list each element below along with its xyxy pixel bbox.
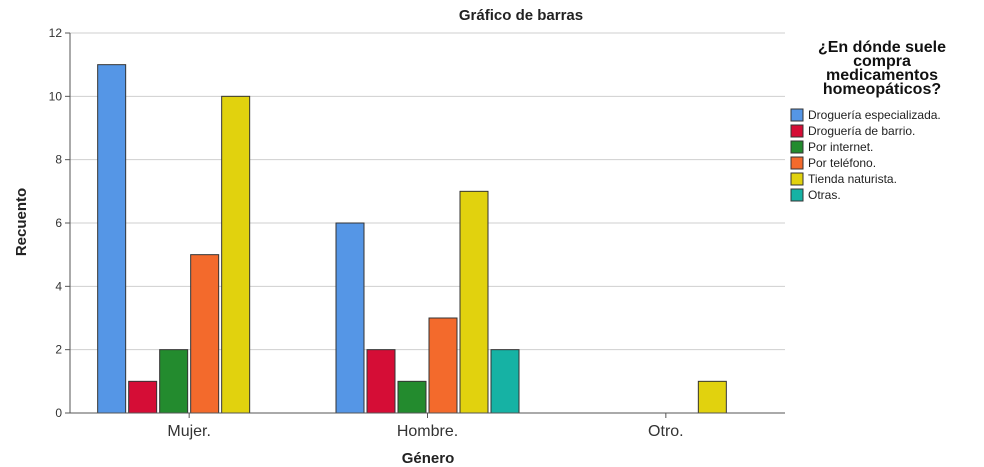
legend-label: Por teléfono. — [808, 156, 876, 170]
x-tick-label: Mujer. — [167, 423, 211, 440]
legend-swatch — [790, 140, 804, 154]
legend-label: Otras. — [808, 188, 841, 202]
legend-title-line: ¿En dónde suele — [818, 39, 946, 56]
x-tick-label: Hombre. — [397, 423, 458, 440]
bar-0-3 — [190, 254, 220, 414]
y-tick-label: 4 — [55, 279, 62, 293]
legend-title-line: medicamentos — [826, 67, 938, 84]
x-tick-label: Otro. — [648, 423, 684, 440]
legend-swatch — [790, 172, 804, 186]
y-tick-label: 0 — [55, 406, 62, 420]
legend-swatch — [790, 188, 804, 202]
legend-swatch — [790, 124, 804, 138]
y-tick-label: 6 — [55, 216, 62, 230]
x-axis-label: Género — [402, 450, 455, 467]
bar-0-4 — [221, 95, 251, 414]
bar-1-2 — [397, 380, 427, 414]
bar-0-1 — [128, 380, 158, 414]
bars-layer — [97, 64, 727, 414]
legend-swatch — [790, 108, 804, 122]
bar-0-0 — [97, 64, 127, 414]
legend-label: Droguería especializada. — [808, 108, 941, 122]
chart-title: Gráfico de barras — [459, 7, 583, 24]
bar-1-5 — [490, 349, 520, 414]
legend-title-line: homeopáticos? — [823, 81, 941, 98]
legend-label: Por internet. — [808, 140, 873, 154]
bar-1-4 — [459, 190, 489, 414]
bar-2-4 — [697, 380, 727, 414]
y-tick-label: 2 — [55, 343, 62, 357]
y-tick-label: 10 — [49, 89, 63, 103]
legend-label: Droguería de barrio. — [808, 124, 915, 138]
legend: ¿En dónde suelecompramedicamentoshomeopá… — [790, 39, 946, 202]
y-tick-label: 8 — [55, 153, 62, 167]
grid-layer — [70, 32, 785, 351]
bar-1-1 — [366, 349, 396, 414]
bar-1-0 — [335, 222, 365, 414]
legend-title-line: compra — [853, 53, 911, 70]
y-tick-label: 12 — [49, 26, 63, 40]
y-axis-label: Recuento — [13, 188, 30, 256]
legend-swatch — [790, 156, 804, 170]
legend-label: Tienda naturista. — [808, 172, 897, 186]
bar-0-2 — [159, 349, 189, 414]
axes-layer: 0 2 4 6 8 10 12 Mujer. Hombre. Otro. — [49, 26, 785, 440]
bar-1-3 — [428, 317, 458, 414]
